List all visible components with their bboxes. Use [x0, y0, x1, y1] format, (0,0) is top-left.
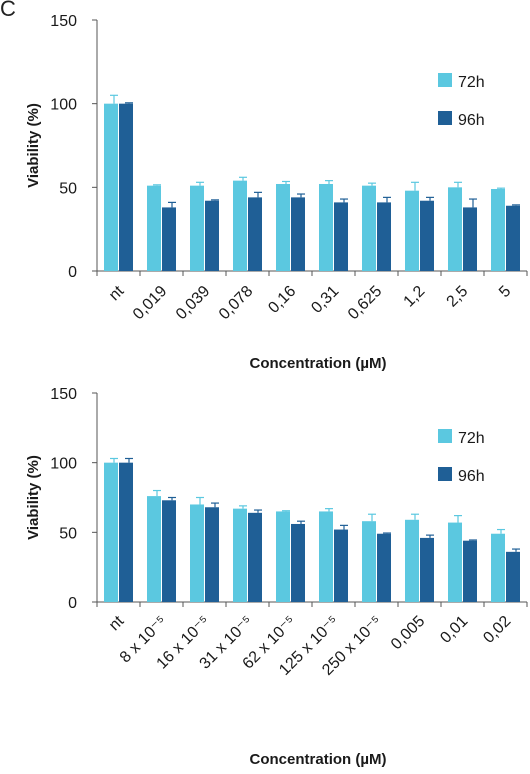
bar-72h-9 — [491, 533, 505, 602]
bar-72h-2 — [190, 185, 204, 271]
bar-72h-5 — [319, 511, 333, 602]
legend-swatch-72h — [438, 73, 452, 87]
x-tick-label: 0,02 — [480, 613, 514, 647]
y-tick-label: 150 — [50, 13, 77, 30]
bar-96h-1 — [162, 207, 176, 271]
bar-72h-4 — [276, 183, 290, 271]
bar-96h-7 — [420, 200, 434, 271]
bar-96h-8 — [463, 540, 477, 602]
bar-72h-5 — [319, 183, 333, 271]
y-tick-label: 150 — [50, 386, 77, 403]
x-tick-label: 0,01 — [437, 613, 471, 647]
bar-72h-8 — [448, 187, 462, 271]
y-tick-label: 100 — [50, 456, 77, 473]
bar-72h-1 — [147, 496, 161, 602]
bar-72h-6 — [362, 185, 376, 271]
y-axis-title: Viability (%) — [25, 103, 42, 188]
chart-bottom: 0 50 100 150 Viability (%) Concentration (µM)… — [25, 386, 528, 768]
bar-96h-1 — [162, 500, 176, 602]
x-tick-label: 0,005 — [388, 613, 428, 653]
y-tick-label: 50 — [59, 525, 77, 542]
legend-label-72h: 72h — [458, 74, 485, 91]
bar-96h-9 — [506, 551, 520, 602]
x-tick-label: 0,039 — [173, 283, 213, 323]
y-tick-label: 0 — [68, 595, 77, 612]
legend-label-72h: 72h — [458, 430, 485, 447]
bar-96h-6 — [377, 202, 391, 271]
bar-96h-0 — [119, 103, 133, 272]
bar-96h-2 — [205, 200, 219, 271]
legend-swatch-96h — [438, 467, 452, 481]
x-tick-label: 0,078 — [216, 283, 256, 323]
bar-96h-4 — [291, 523, 305, 602]
legend-swatch-96h — [438, 111, 452, 125]
x-tick-label: 5 — [496, 283, 514, 301]
x-tick-label: 0,31 — [308, 283, 342, 317]
chart-top: 0 50 100 150 Viability (%) Concentration (µM)… — [25, 13, 528, 372]
legend-label-96h: 96h — [458, 112, 485, 129]
x-tick-label: nt — [106, 282, 128, 304]
bar-96h-2 — [205, 507, 219, 602]
x-tick-label: nt — [106, 612, 128, 634]
x-axis-title: Concentration (µM) — [250, 355, 387, 372]
y-axis-title: Viability (%) — [25, 455, 42, 540]
bar-72h-1 — [147, 185, 161, 271]
bar-96h-0 — [119, 462, 133, 602]
bar-96h-9 — [506, 205, 520, 271]
x-tick-label: 0,16 — [265, 283, 299, 317]
bar-72h-7 — [405, 519, 419, 602]
x-tick-label: 0,019 — [130, 283, 170, 323]
x-tick-label: 0,625 — [345, 283, 385, 323]
bar-96h-3 — [248, 512, 262, 602]
x-tick-label: 2,5 — [444, 283, 472, 311]
bar-72h-8 — [448, 522, 462, 602]
bar-72h-3 — [233, 180, 247, 271]
bar-96h-8 — [463, 207, 477, 271]
bar-72h-7 — [405, 190, 419, 271]
bar-96h-6 — [377, 533, 391, 602]
bar-72h-0 — [104, 103, 118, 272]
y-tick-label: 50 — [59, 180, 77, 197]
bar-96h-5 — [334, 202, 348, 271]
legend-swatch-72h — [438, 429, 452, 443]
panel-label: C — [0, 0, 16, 21]
bar-96h-7 — [420, 537, 434, 602]
bar-72h-9 — [491, 189, 505, 271]
legend-label-96h: 96h — [458, 468, 485, 485]
x-axis-title: Concentration (µM) — [250, 751, 387, 768]
y-tick-label: 100 — [50, 97, 77, 114]
bar-72h-3 — [233, 508, 247, 602]
bar-96h-3 — [248, 197, 262, 271]
x-tick-label: 1,2 — [401, 283, 429, 311]
bar-96h-4 — [291, 197, 305, 271]
bar-72h-4 — [276, 511, 290, 602]
bar-72h-2 — [190, 504, 204, 602]
bar-96h-5 — [334, 529, 348, 602]
bar-72h-0 — [104, 462, 118, 602]
y-tick-label: 0 — [68, 264, 77, 281]
bar-72h-6 — [362, 521, 376, 602]
